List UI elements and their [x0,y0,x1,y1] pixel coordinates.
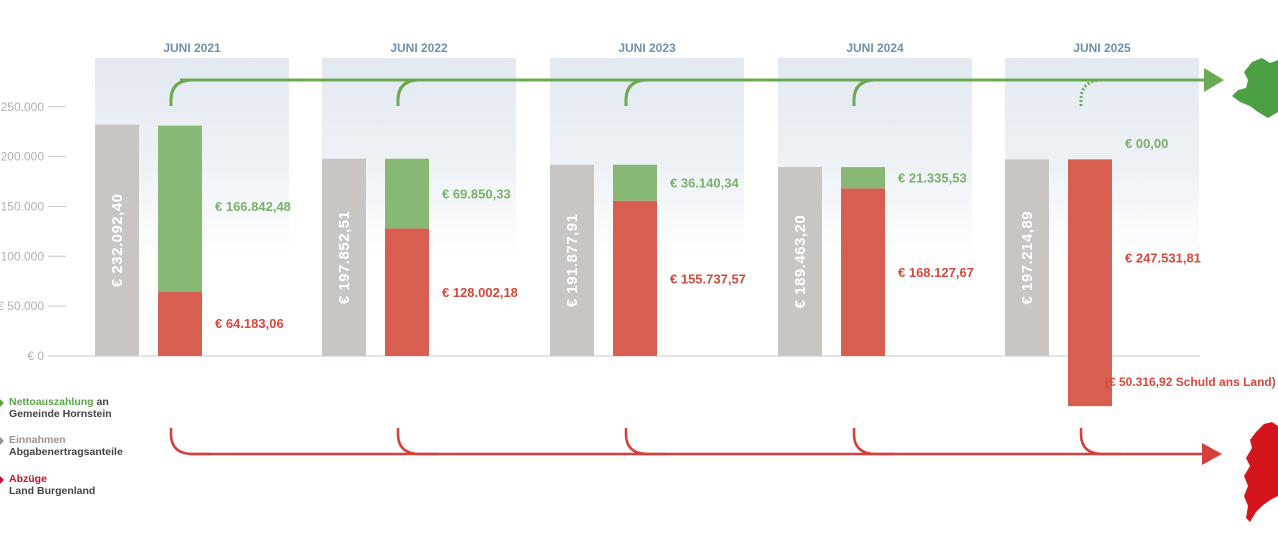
income-value-label: € 189.463,20 [792,215,809,309]
debt-annotation: (€ 50.316,92 Schuld ans Land) [1105,375,1276,389]
legend-netto-subtitle: Gemeinde Hornstein [9,408,112,420]
y-tick-label: € 0 [27,349,44,363]
deduction-bar [1068,159,1112,407]
deduction-value-label: € 168.127,67 [898,265,974,280]
legend-abzuege-subtitle: Land Burgenland [9,485,96,497]
income-bar [778,167,822,356]
net-bar [613,164,657,201]
deduction-bar [613,200,657,356]
legend-netto-title: Nettoauszahlung [9,396,94,408]
deduction-flow-arrowhead [1202,443,1222,465]
deduction-flow-curve [624,428,666,456]
legend-marker [0,476,4,484]
income-bar [550,164,594,356]
net-value-label: € 21.335,53 [898,171,967,186]
year-label: JUNI 2023 [618,41,676,55]
deduction-bar [385,228,429,356]
deduction-flow-curve [169,428,211,456]
y-tick-label: 100.000 [1,249,45,263]
legend-marker [0,399,4,407]
hornstein-map-icon [1232,58,1278,118]
income-value-label: € 232.092,40 [109,194,126,288]
net-flow-arrowhead [1204,68,1224,92]
year-label: JUNI 2022 [390,41,448,55]
deduction-flow-curve [852,428,894,456]
net-value-label: € 166.842,48 [215,199,291,214]
net-bar [385,158,429,229]
legend-netto-rest: an [93,396,109,408]
burgenland-map-icon [1244,422,1278,522]
net-value-label: € 69.850,33 [442,187,511,202]
net-value-label: € 36.140,34 [670,176,739,191]
legend-marker [0,437,4,445]
legend-einnahmen: Einnahmen Abgabenertragsanteile [9,434,123,458]
income-bar [322,158,366,356]
net-flow-curve [1079,78,1104,106]
income-value-label: € 197.852,51 [336,211,353,305]
net-value-label: € 00,00 [1125,136,1168,151]
legend-abzuege: Abzüge Land Burgenland [9,473,95,497]
income-value-label: € 197.214,89 [1019,211,1036,305]
deduction-bar [158,292,202,356]
deduction-value-label: € 64.183,06 [215,316,284,331]
deduction-flow-curve [1079,428,1121,456]
legend-einnahmen-subtitle: Abgabenertragsanteile [9,446,123,458]
income-bar [95,124,139,356]
income-value-label: € 191.877,91 [564,214,581,308]
net-bar [841,167,885,189]
year-label: JUNI 2021 [163,41,221,55]
legend-netto: Nettoauszahlung an Gemeinde Hornstein [9,396,112,420]
y-tick-label: € 50.000 [0,299,44,313]
deduction-value-label: € 155.737,57 [670,271,746,286]
income-bar [1005,159,1049,356]
y-tick-label: 150.000 [1,199,45,213]
legend-einnahmen-title: Einnahmen [9,434,66,446]
legend-abzuege-title: Abzüge [9,473,47,485]
net-bar [158,125,202,293]
deduction-bar [841,188,885,356]
y-tick-label: 200.000 [1,150,45,164]
deduction-value-label: € 247.531,81 [1125,251,1201,266]
y-tick-label: 250.000 [1,100,45,114]
deduction-flow-curve [396,428,438,456]
year-label: JUNI 2024 [846,41,904,55]
deduction-value-label: € 128.002,18 [442,285,518,300]
year-label: JUNI 2025 [1073,41,1131,55]
